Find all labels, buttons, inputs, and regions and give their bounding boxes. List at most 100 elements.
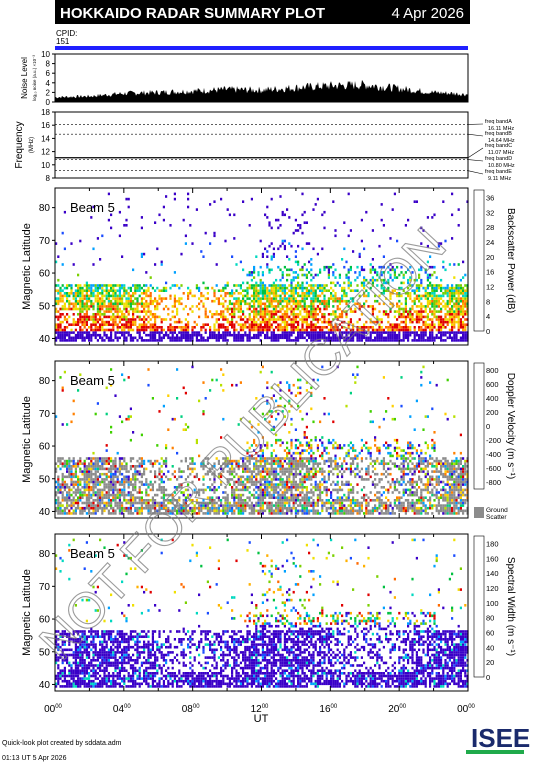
range-cell bbox=[81, 323, 84, 326]
range-cell bbox=[220, 504, 223, 507]
range-cell bbox=[290, 438, 293, 442]
range-cell bbox=[233, 488, 236, 492]
range-cell bbox=[411, 315, 414, 319]
range-cell bbox=[308, 305, 311, 308]
range-cell bbox=[451, 326, 454, 329]
range-cell bbox=[429, 326, 432, 329]
range-cell bbox=[149, 292, 152, 295]
range-cell bbox=[261, 289, 264, 292]
range-cell bbox=[429, 284, 432, 287]
range-cell bbox=[94, 467, 97, 471]
range-cell bbox=[301, 292, 304, 295]
range-cell bbox=[184, 328, 187, 332]
range-cell bbox=[195, 331, 198, 334]
range-cell bbox=[222, 318, 225, 321]
range-cell bbox=[448, 333, 451, 337]
range-cell bbox=[217, 504, 220, 507]
range-cell bbox=[226, 305, 229, 308]
range-cell bbox=[114, 475, 117, 479]
range-cell bbox=[457, 224, 460, 227]
range-cell bbox=[59, 376, 62, 379]
range-cell bbox=[90, 472, 93, 476]
range-cell bbox=[264, 305, 267, 308]
range-cell bbox=[136, 286, 139, 290]
range-cell bbox=[286, 333, 289, 337]
range-cell bbox=[151, 501, 154, 505]
range-cell bbox=[396, 318, 399, 321]
range-cell bbox=[242, 297, 245, 300]
range-cell bbox=[380, 203, 383, 206]
range-cell bbox=[257, 323, 260, 326]
range-cell bbox=[61, 423, 64, 426]
range-cell bbox=[464, 289, 467, 292]
range-cell bbox=[85, 315, 88, 319]
range-cell bbox=[330, 336, 333, 340]
range-cell bbox=[426, 323, 429, 326]
range-cell bbox=[462, 320, 465, 324]
range-cell bbox=[321, 331, 324, 334]
range-cell bbox=[308, 504, 311, 507]
range-cell bbox=[66, 318, 69, 321]
range-cell bbox=[61, 386, 64, 390]
range-cell bbox=[266, 323, 269, 326]
range-cell bbox=[277, 305, 280, 308]
range-cell bbox=[437, 286, 440, 290]
range-cell bbox=[440, 297, 443, 300]
range-cell bbox=[233, 480, 236, 484]
range-cell bbox=[132, 472, 135, 476]
range-cell bbox=[305, 276, 308, 279]
range-cell bbox=[310, 323, 313, 326]
range-cell bbox=[270, 493, 273, 497]
range-cell bbox=[334, 336, 337, 340]
range-cell bbox=[239, 305, 242, 308]
range-cell bbox=[380, 278, 383, 282]
range-cell bbox=[158, 483, 161, 486]
range-cell bbox=[118, 210, 121, 214]
range-cell bbox=[299, 444, 302, 447]
range-cell bbox=[299, 441, 302, 445]
range-cell bbox=[369, 263, 372, 266]
range-cell bbox=[415, 289, 418, 292]
range-cell bbox=[426, 284, 429, 287]
range-cell bbox=[79, 318, 82, 321]
range-cell bbox=[264, 478, 267, 481]
range-cell bbox=[103, 506, 106, 510]
range-cell bbox=[182, 292, 185, 295]
range-cell bbox=[204, 339, 207, 342]
range-cell bbox=[140, 323, 143, 326]
range-cell bbox=[266, 488, 269, 492]
range-cell bbox=[281, 493, 284, 497]
range-cell bbox=[308, 472, 311, 476]
range-cell bbox=[217, 339, 220, 342]
range-cell bbox=[261, 491, 264, 494]
range-cell bbox=[149, 328, 152, 332]
range-cell bbox=[169, 297, 172, 300]
range-cell bbox=[246, 320, 249, 324]
range-cell bbox=[178, 475, 181, 479]
range-cell bbox=[356, 284, 359, 287]
range-cell bbox=[275, 483, 278, 486]
range-cell bbox=[99, 491, 102, 494]
range-cell bbox=[259, 326, 262, 329]
range-cell bbox=[259, 457, 262, 460]
range-cell bbox=[134, 480, 137, 484]
range-cell bbox=[277, 486, 280, 489]
range-cell bbox=[154, 331, 157, 334]
range-cell bbox=[228, 478, 231, 481]
range-cell bbox=[79, 328, 82, 332]
range-cell bbox=[123, 323, 126, 326]
range-cell bbox=[101, 328, 104, 332]
range-cell bbox=[195, 501, 198, 505]
range-cell bbox=[217, 328, 220, 332]
range-cell bbox=[114, 318, 117, 321]
range-cell bbox=[242, 467, 245, 471]
range-cell bbox=[378, 328, 381, 332]
range-cell bbox=[220, 289, 223, 292]
range-cell bbox=[90, 467, 93, 471]
range-cell bbox=[66, 491, 69, 494]
range-cell bbox=[332, 263, 335, 266]
range-cell bbox=[248, 273, 251, 277]
range-cell bbox=[283, 459, 286, 463]
range-cell bbox=[187, 205, 190, 209]
